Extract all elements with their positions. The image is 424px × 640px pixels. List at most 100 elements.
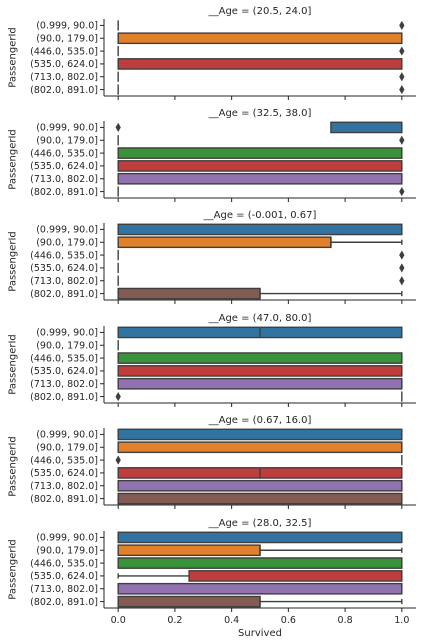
facet-title: __Age = (20.5, 24.0] xyxy=(208,6,312,17)
box-5-6 xyxy=(118,493,402,503)
facet-5: __Age = (0.67, 16.0] PassengerId (0.999, 9… xyxy=(8,415,417,509)
box-6-4 xyxy=(118,571,402,581)
box-4-1 xyxy=(118,327,402,337)
y-tick-label: (713.0, 802.0] xyxy=(30,72,98,83)
facet-title: __Age = (28.0, 32.5] xyxy=(208,518,312,529)
box-body xyxy=(118,161,402,171)
facet-title: __Age = (32.5, 38.0] xyxy=(208,108,312,119)
box-flier xyxy=(400,86,405,94)
box-body xyxy=(118,596,260,606)
box-flier xyxy=(400,188,405,196)
box-body xyxy=(118,545,260,555)
y-tick-label: (90.0, 179.0] xyxy=(36,34,98,45)
y-tick-label: (713.0, 802.0] xyxy=(30,379,98,390)
box-5-1 xyxy=(118,429,402,439)
box-2-2 xyxy=(118,135,404,145)
y-tick-label: (802.0, 891.0] xyxy=(30,187,98,198)
x-tick-label: 0.8 xyxy=(338,615,353,626)
box-1-6 xyxy=(118,84,404,94)
box-4-3 xyxy=(118,353,402,363)
box-body xyxy=(118,59,402,69)
box-body xyxy=(118,353,402,363)
box-5-3 xyxy=(116,455,402,465)
x-tick-label: 0.4 xyxy=(224,615,239,626)
box-flier xyxy=(116,393,121,401)
y-tick-label: (0.999, 90.0] xyxy=(36,430,98,441)
box-flier xyxy=(400,21,405,29)
box-1-1 xyxy=(118,20,404,30)
box-flier xyxy=(400,136,405,144)
box-body xyxy=(331,122,402,132)
x-tick-label: 0.0 xyxy=(111,615,126,626)
y-tick-label: (0.999, 90.0] xyxy=(36,328,98,339)
box-body xyxy=(118,366,402,376)
box-5-4 xyxy=(118,468,402,478)
y-tick-label: (90.0, 179.0] xyxy=(36,238,98,249)
box-3-1 xyxy=(118,224,402,234)
y-tick-label: (713.0, 802.0] xyxy=(30,174,98,185)
y-tick-label: (535.0, 624.0] xyxy=(30,263,98,274)
facet-title: __Age = (47.0, 80.0] xyxy=(208,313,312,324)
box-2-3 xyxy=(118,148,402,158)
box-6-1 xyxy=(118,532,402,542)
y-axis-label: PassengerId xyxy=(8,129,19,190)
y-tick-label: (446.0, 535.0] xyxy=(30,250,98,261)
facet-1: __Age = (20.5, 24.0] PassengerId (0.999, 9… xyxy=(8,6,417,100)
box-body xyxy=(118,288,260,298)
facet-title: __Age = (0.67, 16.0] xyxy=(208,415,312,426)
box-6-2 xyxy=(118,545,402,555)
x-axis-label: Survived xyxy=(238,628,282,639)
box-flier xyxy=(400,277,405,285)
y-axis-label: PassengerId xyxy=(8,334,19,395)
y-tick-label: (535.0, 624.0] xyxy=(30,468,98,479)
box-3-4 xyxy=(118,263,404,273)
box-5-5 xyxy=(118,481,402,491)
box-1-2 xyxy=(118,33,402,43)
box-body xyxy=(118,224,402,234)
y-tick-label: (535.0, 624.0] xyxy=(30,366,98,377)
facet-title: __Age = (-0.001, 0.67] xyxy=(203,210,317,221)
box-body xyxy=(118,237,331,247)
y-tick-label: (0.999, 90.0] xyxy=(36,123,98,134)
y-tick-label: (0.999, 90.0] xyxy=(36,21,98,32)
x-tick-label: 1.0 xyxy=(394,615,409,626)
y-tick-label: (446.0, 535.0] xyxy=(30,46,98,57)
box-body xyxy=(118,442,402,452)
facet-3: __Age = (-0.001, 0.67] PassengerId (0.999,… xyxy=(8,210,417,304)
y-axis-label: PassengerId xyxy=(8,231,19,292)
box-4-6 xyxy=(116,391,402,401)
y-tick-label: (802.0, 891.0] xyxy=(30,289,98,300)
box-flier xyxy=(400,73,405,81)
y-tick-label: (802.0, 891.0] xyxy=(30,85,98,96)
facet-2: __Age = (32.5, 38.0] PassengerId (0.999, 9… xyxy=(8,108,417,202)
box-flier xyxy=(116,456,121,464)
y-axis-label: PassengerId xyxy=(8,539,19,600)
box-body xyxy=(118,33,402,43)
y-axis-label: PassengerId xyxy=(8,436,19,497)
box-2-1 xyxy=(116,122,402,132)
y-tick-label: (90.0, 179.0] xyxy=(36,341,98,352)
box-4-4 xyxy=(118,366,402,376)
box-3-3 xyxy=(118,250,404,260)
box-3-6 xyxy=(118,288,402,298)
y-tick-label: (90.0, 179.0] xyxy=(36,136,98,147)
y-tick-label: (802.0, 891.0] xyxy=(30,597,98,608)
y-tick-label: (446.0, 535.0] xyxy=(30,148,98,159)
y-tick-label: (446.0, 535.0] xyxy=(30,353,98,364)
y-tick-label: (713.0, 802.0] xyxy=(30,276,98,287)
box-6-6 xyxy=(118,596,402,606)
y-tick-label: (535.0, 624.0] xyxy=(30,161,98,172)
box-5-2 xyxy=(118,442,402,452)
box-3-2 xyxy=(118,237,402,247)
box-6-5 xyxy=(118,584,402,594)
box-body xyxy=(118,558,402,568)
box-2-6 xyxy=(118,186,404,196)
y-tick-label: (446.0, 535.0] xyxy=(30,455,98,466)
y-tick-label: (535.0, 624.0] xyxy=(30,571,98,582)
y-tick-label: (0.999, 90.0] xyxy=(36,533,98,544)
box-flier xyxy=(400,251,405,259)
y-tick-label: (446.0, 535.0] xyxy=(30,558,98,569)
box-flier xyxy=(116,123,121,131)
box-flier xyxy=(400,264,405,272)
